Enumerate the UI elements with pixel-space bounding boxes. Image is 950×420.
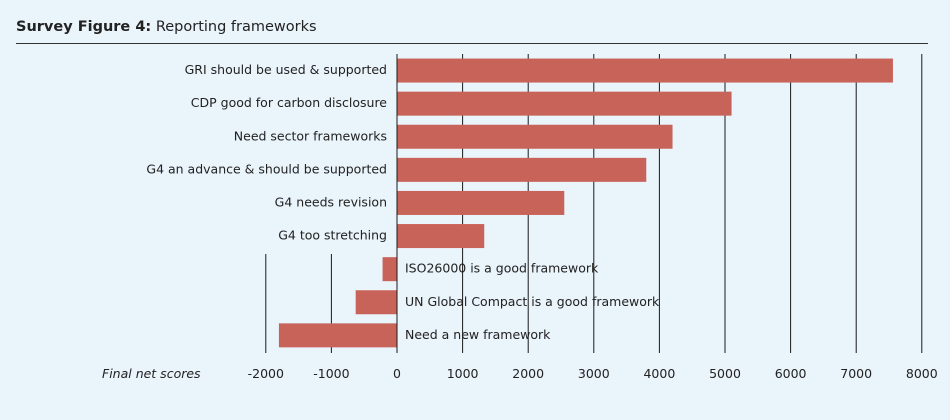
x-tick-label: 0 (393, 366, 401, 381)
bar (397, 124, 673, 149)
figure-title-text: Reporting frameworks (155, 19, 317, 35)
bar (355, 290, 397, 315)
x-tick-label: -2000 (248, 366, 284, 381)
category-label: Need a new framework (405, 327, 551, 342)
x-tick-label: 8000 (906, 366, 938, 381)
bar (397, 157, 647, 182)
bar (382, 257, 397, 282)
category-label: ISO26000 is a good framework (405, 261, 599, 276)
x-tick-label: 2000 (512, 366, 544, 381)
category-label: G4 needs revision (275, 194, 387, 209)
bar (278, 323, 397, 348)
bar (397, 224, 485, 249)
x-tick-label: 1000 (447, 366, 479, 381)
x-axis-title: Final net scores (102, 366, 201, 381)
category-label: G4 too stretching (278, 228, 387, 243)
category-label: G4 an advance & should be supported (146, 161, 387, 176)
category-label: UN Global Compact is a good framework (405, 294, 660, 309)
bar (397, 91, 732, 116)
category-label: Need sector frameworks (234, 128, 387, 143)
figure-label: Survey Figure 4: (16, 19, 152, 35)
x-tick-label: 5000 (709, 366, 741, 381)
bar (397, 58, 893, 83)
x-tick-label: 4000 (643, 366, 675, 381)
x-tick-label: 7000 (840, 366, 872, 381)
title-divider (16, 43, 928, 44)
x-tick-label: 3000 (578, 366, 610, 381)
category-label: GRI should be used & supported (185, 62, 387, 77)
x-tick-label: 6000 (775, 366, 807, 381)
x-tick-label: -1000 (313, 366, 349, 381)
figure-title: Survey Figure 4: Reporting frameworks (16, 19, 317, 35)
bar (397, 190, 565, 215)
category-label: CDP good for carbon disclosure (191, 95, 388, 110)
